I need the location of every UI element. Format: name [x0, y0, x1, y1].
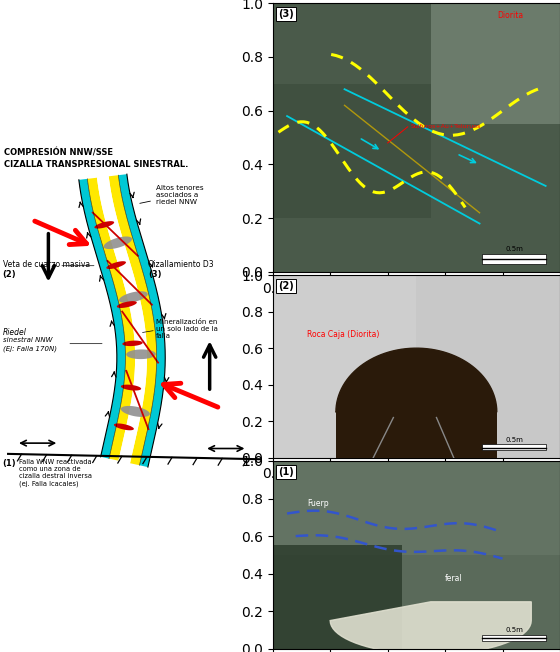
Text: (Ej: Falla 170N): (Ej: Falla 170N) — [3, 346, 57, 352]
Bar — [273, 546, 402, 649]
Bar — [273, 461, 560, 555]
Bar — [482, 634, 545, 641]
Text: (1): (1) — [3, 459, 16, 468]
Bar — [482, 254, 545, 264]
Polygon shape — [79, 179, 125, 458]
Polygon shape — [106, 261, 126, 269]
Text: (1): (1) — [278, 467, 294, 477]
Bar — [273, 84, 431, 218]
Text: Sulfuros+Au+Teluruos: Sulfuros+Au+Teluruos — [410, 124, 481, 129]
Polygon shape — [95, 221, 114, 229]
Text: (2): (2) — [278, 280, 294, 291]
Text: (3): (3) — [148, 270, 161, 279]
Polygon shape — [119, 291, 148, 303]
Text: 0.5m: 0.5m — [505, 627, 523, 633]
Polygon shape — [104, 237, 132, 249]
Polygon shape — [109, 175, 157, 466]
Text: Mineralización en
un solo lado de la
falla: Mineralización en un solo lado de la fal… — [156, 319, 218, 340]
Bar — [431, 3, 560, 124]
Text: 0.5m: 0.5m — [505, 437, 523, 443]
Text: feral: feral — [445, 574, 463, 583]
Text: Cizallamiento D3: Cizallamiento D3 — [148, 260, 213, 269]
Polygon shape — [117, 301, 137, 308]
Polygon shape — [126, 349, 156, 359]
Text: (3): (3) — [278, 8, 294, 19]
Polygon shape — [114, 423, 134, 430]
Text: (2): (2) — [3, 270, 16, 279]
Polygon shape — [336, 348, 497, 412]
Polygon shape — [121, 385, 141, 391]
Polygon shape — [87, 178, 135, 461]
Text: Diorita: Diorita — [497, 11, 523, 20]
Polygon shape — [118, 174, 165, 467]
Text: Falla WNW reactivada
como una zona de
cizalla destral inversa
(ej. Falla Icacale: Falla WNW reactivada como una zona de ci… — [19, 459, 92, 487]
Polygon shape — [121, 406, 150, 417]
Text: COMPRESIÓN NNW/SSE: COMPRESIÓN NNW/SSE — [4, 149, 113, 158]
Bar — [336, 410, 497, 458]
Text: Fuerp: Fuerp — [307, 499, 329, 507]
Text: Riedel: Riedel — [3, 327, 26, 336]
Text: Roca Caja (Diorita): Roca Caja (Diorita) — [307, 330, 380, 339]
Text: sinestral NNW: sinestral NNW — [3, 337, 52, 343]
Polygon shape — [330, 602, 531, 652]
Polygon shape — [122, 340, 143, 346]
Text: 0.5m: 0.5m — [505, 246, 523, 252]
Bar — [482, 444, 545, 451]
Bar — [273, 275, 417, 458]
Text: Altos tenores
asociados a
riedel NNW: Altos tenores asociados a riedel NNW — [140, 185, 203, 205]
Text: Veta de cuarzo masiva: Veta de cuarzo masiva — [3, 260, 90, 269]
Polygon shape — [97, 176, 147, 463]
Text: CIZALLA TRANSPRESIONAL SINESTRAL.: CIZALLA TRANSPRESIONAL SINESTRAL. — [4, 160, 188, 169]
